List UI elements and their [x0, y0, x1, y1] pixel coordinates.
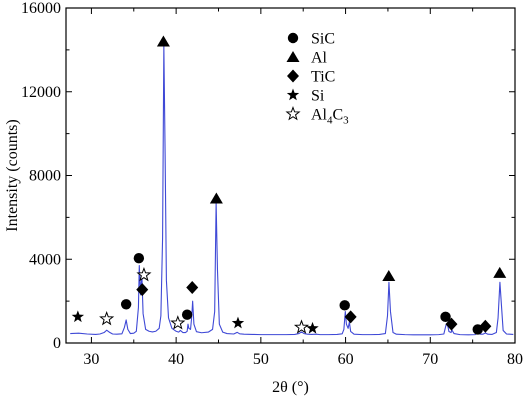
x-tick-label: 60: [338, 351, 354, 368]
legend-label: Si: [311, 88, 325, 105]
sic-circle-marker: [339, 300, 350, 311]
tic-diamond-marker: [136, 283, 149, 297]
legend-al-triangle-icon: [286, 51, 300, 62]
y-axis-title: Intensity (counts): [4, 119, 21, 231]
al4c3-open-star-marker: [99, 310, 115, 326]
legend-tic-diamond-icon: [287, 69, 299, 83]
y-tick-label: 4000: [29, 251, 61, 268]
x-tick-label: 80: [507, 351, 523, 368]
tic-diamond-marker: [479, 319, 492, 333]
tic-diamond-marker: [186, 281, 199, 295]
al-triangle-marker: [156, 35, 170, 47]
sic-circle-marker: [440, 311, 451, 323]
axes: 30 40 50 60 70 80 0 4000 8000 12000 16000: [21, 0, 523, 368]
legend-label: Al: [311, 50, 328, 67]
series-layer: [70, 45, 514, 336]
y-tick-label: 0: [53, 335, 61, 352]
legend: SiC Al TiC Si Al4C3: [285, 31, 349, 127]
x-tick-label: 50: [253, 351, 269, 368]
al4c3-open-star-marker: [170, 315, 186, 330]
al-triangle-marker: [493, 266, 507, 278]
xrd-pattern-line: [70, 45, 514, 336]
tic-diamond-marker: [344, 310, 357, 324]
x-tick-label: 30: [83, 351, 99, 368]
x-tick-label: 70: [422, 351, 438, 368]
al4c3-open-star-marker: [293, 319, 310, 334]
sic-circle-marker: [120, 299, 132, 310]
legend-label: SiC: [311, 31, 335, 48]
legend-si-star-icon: [286, 88, 300, 101]
x-axis-title: 2θ (°): [272, 379, 309, 396]
peak-markers: [71, 35, 507, 335]
y-tick-label: 16000: [21, 0, 61, 17]
al4c3-open-star-marker: [136, 267, 152, 282]
sic-circle-marker: [181, 309, 193, 320]
al-triangle-marker: [382, 270, 396, 281]
si-star-marker: [71, 310, 85, 323]
al-triangle-marker: [209, 192, 223, 204]
si-star-marker: [306, 321, 319, 334]
tic-diamond-marker: [445, 317, 458, 331]
legend-sic-circle-icon: [287, 32, 299, 44]
legend-al4c3-open-star-icon: [285, 106, 301, 121]
x-tick-label: 40: [168, 351, 184, 368]
legend-label: TiC: [311, 69, 335, 86]
legend-label: Al4C3: [311, 107, 349, 127]
y-tick-label: 12000: [21, 84, 61, 101]
sic-circle-marker: [133, 253, 145, 264]
y-tick-label: 8000: [29, 168, 61, 185]
si-star-marker: [231, 316, 245, 329]
